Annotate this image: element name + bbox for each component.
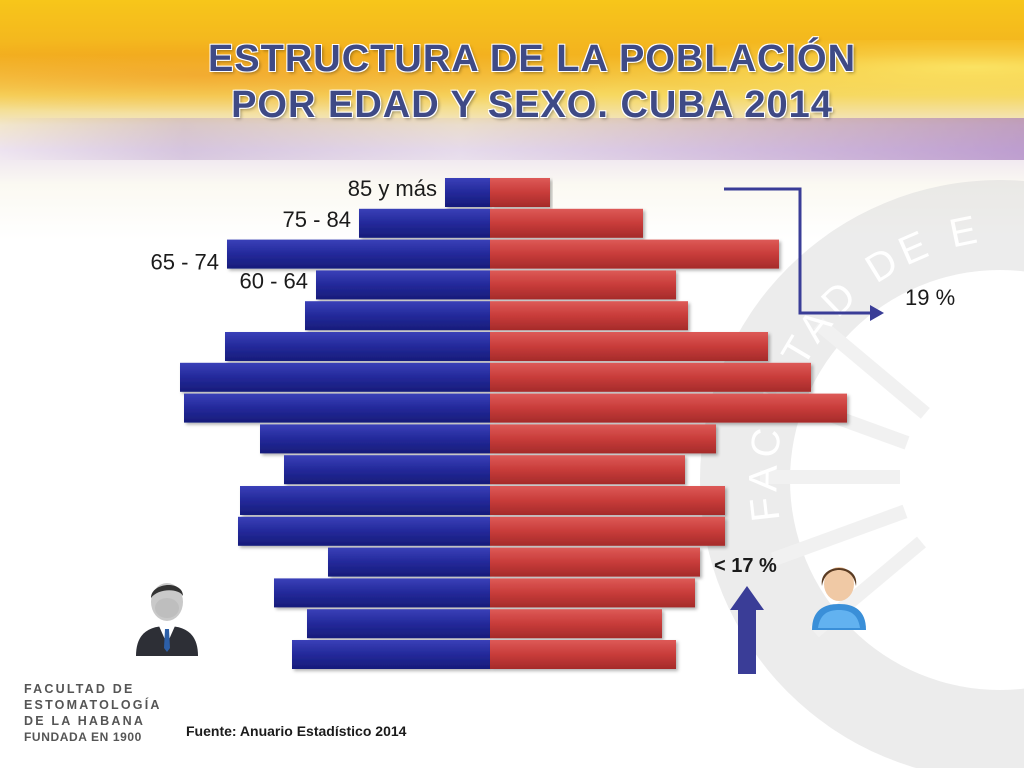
- male-bar-4: [305, 301, 490, 331]
- male-bar-14: [307, 609, 490, 639]
- female-bar-14: [490, 609, 662, 639]
- man-in-suit-icon: [136, 583, 198, 656]
- background-band: [0, 118, 1024, 160]
- male-bars: [180, 178, 490, 669]
- female-bar-3: [490, 270, 676, 300]
- page-title: ESTRUCTURA DE LA POBLACIÓN POR EDAD Y SE…: [0, 36, 1024, 128]
- young-up-arrow: [730, 586, 764, 674]
- male-bar-3: [316, 270, 490, 300]
- male-bar-6: [180, 362, 490, 392]
- background-glow: [0, 40, 1024, 130]
- title-line-1: ESTRUCTURA DE LA POBLACIÓN: [207, 38, 857, 80]
- male-bar-8: [260, 424, 490, 454]
- female-bar-2: [490, 239, 779, 269]
- female-bar-5: [490, 332, 768, 361]
- female-bar-7: [490, 393, 847, 423]
- faculty-logo: FACULTAD DE ESTOMATOLOGÍA DE LA HABANA F…: [24, 681, 162, 745]
- male-bar-11: [238, 516, 490, 546]
- female-bar-8: [490, 424, 716, 454]
- female-bar-6: [490, 362, 811, 392]
- age-label-3: 60 - 64: [240, 268, 309, 293]
- logo-line-1: FACULTAD DE: [24, 682, 135, 696]
- male-bar-2: [227, 239, 490, 269]
- logo-line-2: ESTOMATOLOGÍA: [24, 698, 162, 712]
- age-labels: 85 y más 75 - 84 65 - 74 60 - 64: [151, 176, 438, 293]
- logo-line-4: FUNDADA EN 1900: [24, 730, 142, 744]
- female-bar-15: [490, 640, 676, 669]
- age-label-2: 65 - 74: [151, 250, 220, 275]
- old-age-percentage: 19 %: [905, 285, 956, 310]
- old-age-bracket-arrow: [724, 187, 884, 321]
- female-bar-13: [490, 578, 695, 608]
- age-label-0: 85 y más: [348, 176, 437, 201]
- female-bar-9: [490, 455, 685, 485]
- male-bar-0: [445, 178, 490, 207]
- female-bars: [490, 178, 847, 669]
- male-bar-15: [292, 640, 490, 669]
- male-bar-1: [359, 208, 490, 238]
- female-bar-0: [490, 178, 550, 207]
- young-percentage: < 17 %: [714, 555, 777, 577]
- male-bar-5: [225, 332, 490, 361]
- male-bar-10: [240, 486, 490, 515]
- title-line-2: POR EDAD Y SEXO. CUBA 2014: [231, 84, 833, 126]
- female-bar-1: [490, 208, 643, 238]
- male-bar-7: [184, 393, 490, 423]
- male-bar-12: [328, 547, 490, 577]
- male-bar-9: [284, 455, 490, 485]
- source-note: Fuente: Anuario Estadístico 2014: [186, 723, 407, 739]
- age-label-1: 75 - 84: [283, 207, 352, 232]
- female-bar-10: [490, 486, 725, 515]
- female-bar-4: [490, 301, 688, 331]
- female-bar-11: [490, 516, 725, 546]
- female-bar-12: [490, 547, 700, 577]
- male-bar-13: [274, 578, 490, 608]
- logo-line-3: DE LA HABANA: [24, 714, 146, 728]
- woman-avatar-icon: [812, 567, 866, 630]
